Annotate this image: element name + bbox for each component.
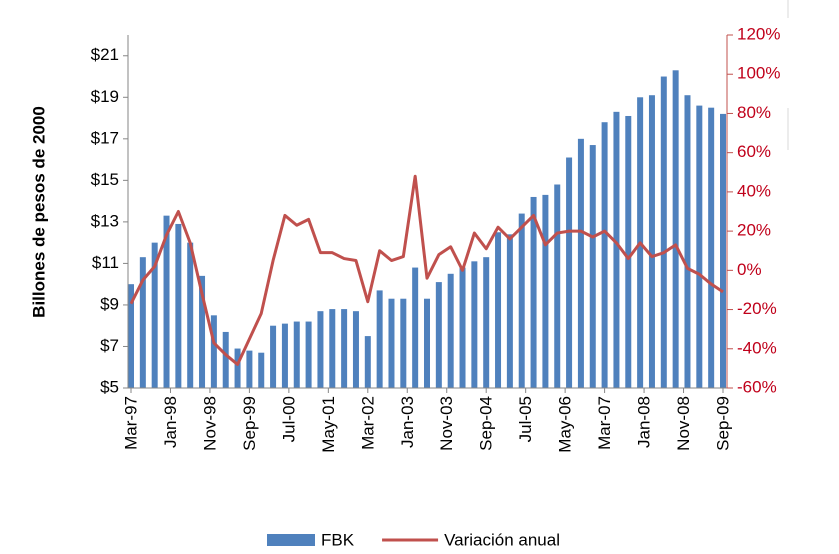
bar	[270, 325, 277, 388]
x-tick-label: Sep-99	[240, 396, 259, 451]
x-tick-label: Mar-97	[121, 396, 140, 450]
y2-tick-label: -60%	[737, 377, 777, 396]
bar	[175, 223, 182, 388]
bar	[672, 70, 679, 389]
bar	[163, 215, 170, 388]
legend-label: FBK	[321, 530, 355, 549]
bar	[542, 194, 549, 388]
bar	[234, 348, 241, 388]
bar	[139, 257, 146, 388]
y2-tick-label: 80%	[737, 103, 771, 122]
bar	[412, 267, 419, 388]
bar	[625, 115, 632, 388]
bar	[483, 257, 490, 388]
bar	[648, 95, 655, 388]
x-tick-label: May-01	[319, 396, 338, 453]
x-tick-label: Jul-05	[516, 396, 535, 442]
bar	[720, 113, 726, 388]
bar	[317, 311, 324, 388]
x-tick-label: May-06	[556, 396, 575, 453]
y-tick-label: $5	[100, 377, 119, 396]
bar	[222, 331, 229, 388]
y2-tick-label: 20%	[737, 221, 771, 240]
x-tick-label: Mar-02	[358, 396, 377, 450]
bar	[566, 157, 573, 388]
bar	[708, 107, 715, 389]
bar	[341, 309, 348, 388]
y2-tick-label: -40%	[737, 338, 777, 357]
bar	[400, 298, 407, 388]
bar	[376, 290, 383, 388]
x-tick-label: Sep-04	[477, 396, 496, 451]
bar	[518, 213, 525, 388]
legend-label: Variación anual	[444, 530, 560, 549]
bar	[187, 242, 194, 388]
bar	[459, 267, 466, 388]
y-tick-label: $11	[92, 253, 119, 272]
y-tick-label: $7	[100, 336, 119, 355]
bar	[388, 298, 395, 388]
bar	[660, 76, 667, 388]
y-tick-label: $9	[100, 294, 119, 313]
bar	[199, 275, 206, 388]
bar	[554, 184, 561, 388]
bar	[281, 323, 288, 388]
y-tick-label: $21	[91, 45, 119, 64]
bar	[447, 273, 454, 388]
y-tick-label: $13	[91, 211, 119, 230]
bar	[424, 298, 430, 388]
bar	[210, 315, 217, 388]
bar	[589, 145, 596, 388]
bar	[613, 111, 620, 389]
y-axis-label: Billones de pesos de 2000	[29, 106, 48, 318]
bar	[246, 350, 253, 388]
x-tick-label: Nov-98	[200, 396, 219, 451]
y-tick-label: $17	[91, 128, 119, 147]
bar	[151, 242, 158, 388]
bar	[601, 122, 608, 388]
bar	[530, 196, 537, 388]
x-tick-label: Jan-08	[635, 396, 654, 448]
bar	[577, 138, 584, 388]
bar	[305, 321, 312, 388]
legend-swatch	[267, 534, 315, 546]
bar	[128, 284, 134, 388]
line-series	[129, 174, 724, 366]
bar	[684, 95, 691, 388]
x-tick-label: Jan-03	[398, 396, 417, 448]
y2-tick-label: 0%	[737, 260, 762, 279]
y-tick-label: $15	[91, 170, 119, 189]
bar	[329, 309, 336, 388]
y2-tick-label: 120%	[737, 24, 780, 43]
y-tick-label: $19	[91, 87, 119, 106]
x-tick-label: Nov-03	[437, 396, 456, 451]
y2-tick-label: 40%	[737, 181, 771, 200]
bar	[258, 352, 265, 388]
x-tick-label: Mar-07	[595, 396, 614, 450]
x-tick-label: Nov-08	[674, 396, 693, 451]
bar	[506, 234, 513, 388]
y2-tick-label: 60%	[737, 142, 771, 161]
y2-tick-label: 100%	[737, 64, 780, 83]
y2-tick-label: -20%	[737, 299, 777, 318]
x-tick-label: Sep-09	[713, 396, 732, 451]
x-tick-label: Jan-98	[161, 396, 180, 448]
x-tick-label: Jul-00	[279, 396, 298, 442]
bar	[364, 336, 371, 388]
bar	[293, 321, 300, 388]
bar	[352, 311, 359, 388]
bar	[435, 282, 442, 388]
bar	[495, 232, 502, 388]
bar	[696, 105, 703, 388]
bar	[471, 261, 478, 388]
